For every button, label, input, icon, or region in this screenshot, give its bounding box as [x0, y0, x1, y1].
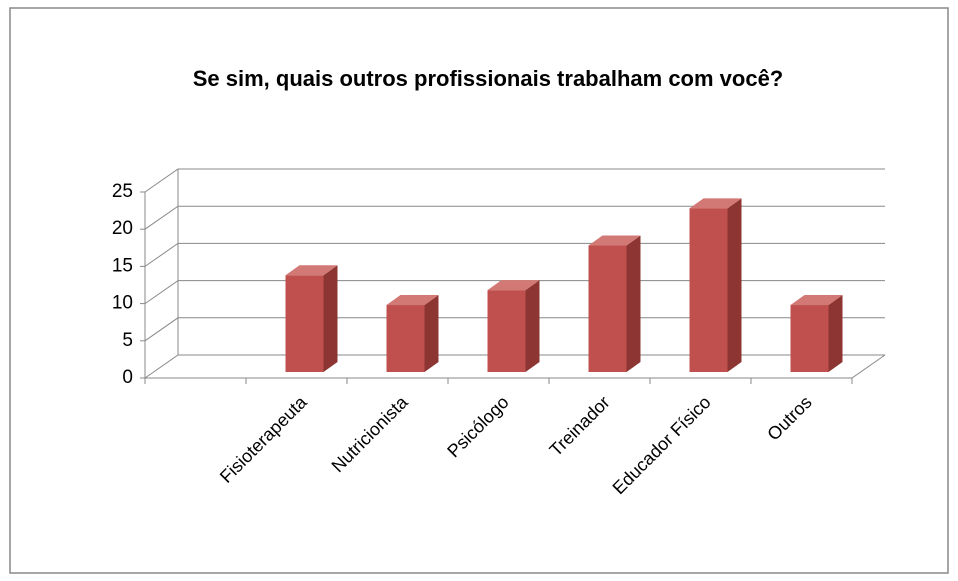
- y-tick-label: 5: [122, 330, 133, 351]
- y-tick-label: 15: [112, 255, 133, 276]
- bar-side: [727, 198, 742, 372]
- y-tick-label: 20: [112, 218, 133, 239]
- grid-line: [144, 354, 885, 379]
- grid-line: [144, 317, 885, 342]
- bar: [487, 290, 526, 372]
- grid-line: [144, 205, 885, 230]
- chart-title: Se sim, quais outros profissionais traba…: [193, 66, 784, 91]
- y-tick-label: 10: [112, 293, 133, 314]
- bar-side: [626, 235, 641, 372]
- bar: [689, 208, 728, 372]
- bar-side: [424, 295, 439, 372]
- grid-line: [144, 242, 885, 267]
- grid-line: [144, 280, 885, 305]
- bar: [790, 305, 829, 372]
- bar-top: [689, 198, 742, 209]
- chart-border: [9, 7, 949, 574]
- bar-side: [828, 295, 843, 372]
- bar: [285, 275, 324, 372]
- bar-top: [790, 295, 843, 306]
- y-tick-label: 0: [122, 367, 133, 388]
- bar: [588, 245, 627, 372]
- bar-top: [285, 265, 338, 276]
- bar-top: [588, 235, 641, 246]
- bar-side: [323, 265, 338, 372]
- bar-side: [525, 280, 540, 372]
- bar-top: [386, 295, 439, 306]
- grid-line: [144, 168, 885, 193]
- y-tick-label: 25: [112, 181, 133, 202]
- bar: [386, 305, 425, 372]
- bar-top: [487, 280, 540, 291]
